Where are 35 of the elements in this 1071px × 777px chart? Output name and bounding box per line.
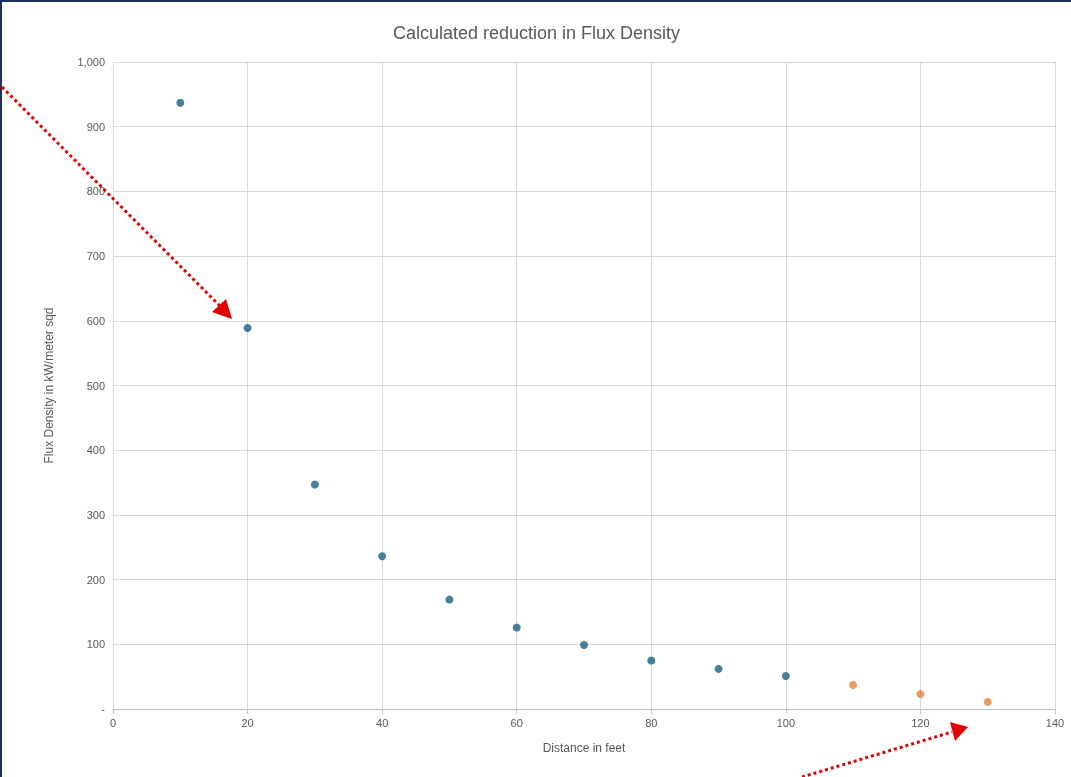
y-axis-title: Flux Density in kW/meter sqd — [42, 307, 56, 464]
point — [378, 552, 387, 561]
x-tick-label: 80 — [645, 716, 658, 729]
point — [849, 681, 858, 690]
y-tick-label: 400 — [86, 444, 105, 457]
x-tick-label: 40 — [376, 716, 389, 729]
point — [647, 656, 656, 665]
x-tick-label: 140 — [1045, 716, 1065, 729]
y-tick-label: 300 — [86, 508, 105, 521]
y-tick-label: 600 — [86, 314, 105, 327]
x-tick-label: 20 — [241, 716, 254, 729]
point — [580, 640, 588, 649]
point — [714, 664, 723, 673]
y-tick-label: 800 — [86, 185, 105, 198]
y-tick-label: 500 — [86, 379, 105, 392]
point — [512, 623, 521, 632]
point — [243, 323, 252, 332]
y-tick-label: 700 — [86, 250, 105, 263]
x-axis-title: Distance in feet — [542, 741, 627, 755]
point — [445, 595, 454, 604]
y-tick-label: - — [101, 703, 106, 715]
chart-title: Calculated reduction in Flux Density — [392, 23, 681, 43]
point — [176, 98, 185, 107]
y-tick-label: 1,000 — [77, 56, 105, 68]
x-tick-label: 60 — [510, 716, 523, 729]
point — [916, 690, 925, 699]
y-tick-label: 200 — [86, 573, 105, 586]
y-tick-label: 900 — [86, 120, 105, 133]
x-tick-label: 100 — [776, 716, 796, 729]
point — [781, 672, 790, 680]
x-tick-label: 0 — [109, 716, 117, 729]
point — [983, 697, 992, 706]
point — [310, 480, 319, 489]
y-tick-label: 100 — [86, 638, 105, 651]
x-tick-label: 120 — [911, 716, 930, 729]
